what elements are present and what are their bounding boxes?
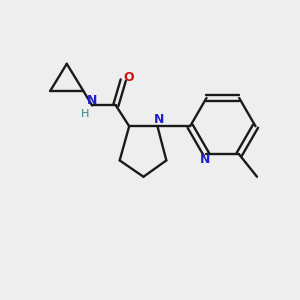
- Text: O: O: [123, 71, 134, 84]
- Text: N: N: [200, 153, 210, 166]
- Text: N: N: [154, 113, 164, 126]
- Text: H: H: [81, 109, 89, 119]
- Text: N: N: [87, 94, 97, 106]
